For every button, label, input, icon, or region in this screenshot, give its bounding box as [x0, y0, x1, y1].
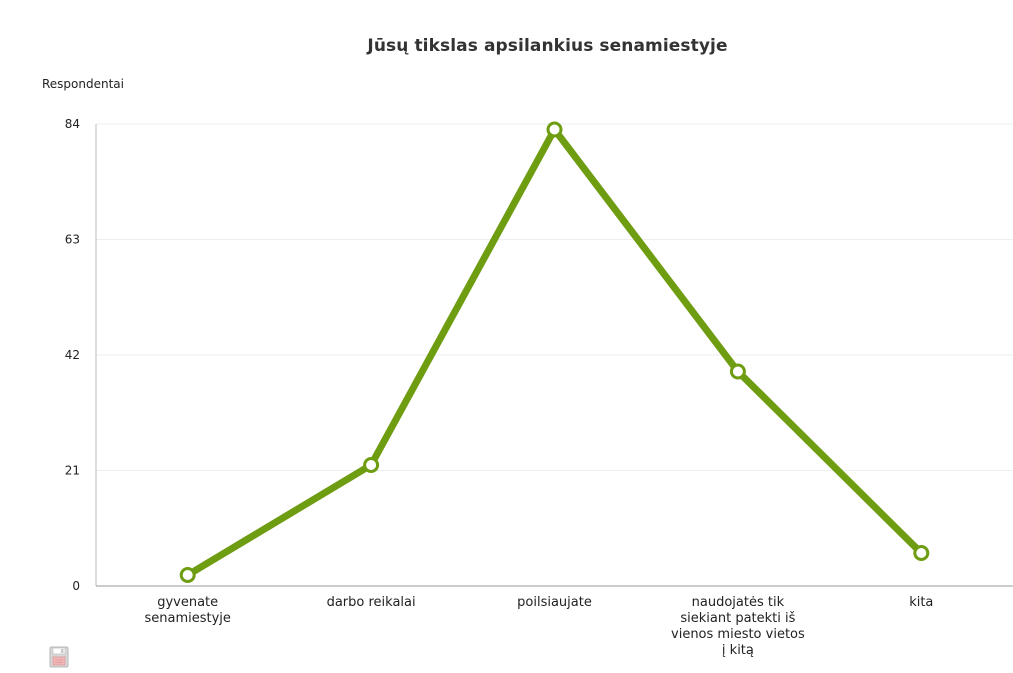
y-tick-label: 0 [72, 579, 80, 593]
x-tick-label-line: darbo reikalai [327, 595, 416, 610]
x-tick-label-line: poilsiaujate [517, 595, 592, 610]
x-tick-label: darbo reikalai [327, 595, 416, 610]
y-tick-label: 21 [65, 464, 80, 478]
y-axis-label: Respondentai [42, 77, 124, 91]
x-tick-label: gyvenate senamiestyje [144, 595, 230, 626]
data-point[interactable] [363, 457, 380, 473]
data-point[interactable] [729, 363, 746, 380]
x-tick-label: kita [909, 595, 933, 610]
x-tick-label-line: vienos miesto vietos [671, 627, 805, 642]
data-point[interactable] [546, 121, 563, 138]
series-line [184, 126, 925, 579]
x-tick-label-line: siekiant patekti iš [680, 611, 795, 626]
chart-title: Jūsų tikslas apsilankius senamiestyje [367, 36, 728, 56]
y-tick-label: 63 [65, 233, 80, 247]
x-tick-label-line: į kitą [722, 643, 754, 658]
x-tick-label-line: naudojatės tik [692, 595, 785, 610]
data-point[interactable] [913, 545, 930, 561]
x-tick-label-line: kita [909, 595, 933, 610]
y-tick-label: 84 [65, 117, 80, 131]
y-tick-label: 42 [65, 348, 80, 362]
x-tick-label: naudojatės tik siekiant patekti iš vienos … [671, 595, 805, 658]
x-tick-label-line: gyvenate [157, 595, 218, 610]
x-tick-label: poilsiaujate [517, 595, 592, 610]
save-icon[interactable] [49, 646, 69, 668]
data-point[interactable] [179, 567, 196, 583]
floppy-disk-icon [49, 646, 69, 668]
x-tick-label-line: senamiestyje [144, 611, 230, 626]
